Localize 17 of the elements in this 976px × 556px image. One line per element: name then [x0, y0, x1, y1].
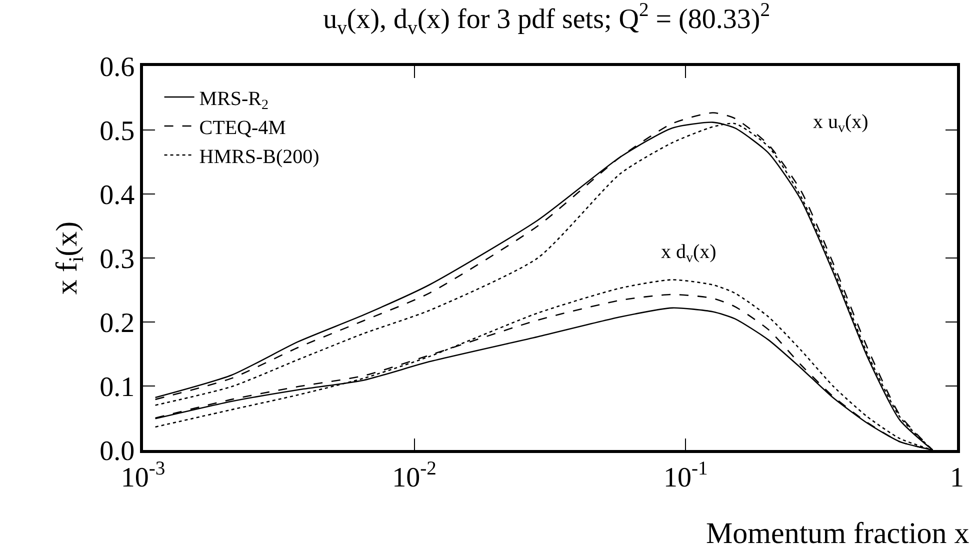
- legend-label: HMRS-B(200): [199, 146, 320, 168]
- y-tick-label: 0.2: [100, 308, 135, 339]
- x-tick-label: 10$^{-1}$: [664, 458, 708, 494]
- legend-label: CTEQ-4M: [199, 116, 286, 139]
- x-tick-label: 10$^{-2}$: [392, 458, 436, 494]
- chart-title: u$_{v}$(x), d$_{v}$(x) for 3 pdf sets; Q$^{2}$ = (80.33)$^{2}$: [323, 0, 770, 39]
- x-tick-label: 1: [950, 462, 964, 494]
- y-tick-label: 0.1: [100, 372, 135, 403]
- y-tick-label: 0.5: [100, 116, 135, 147]
- annotation: x d$_{v}$(x): [661, 241, 716, 266]
- y-tick-label: 0.4: [100, 180, 135, 211]
- y-tick-label: 0.3: [100, 244, 135, 275]
- y-tick-label: 0.6: [100, 52, 135, 83]
- x-axis-title: Momentum fraction x: [706, 517, 970, 550]
- legend-label: MRS-R$_{2}$: [199, 88, 269, 114]
- y-tick-label: 0.0: [100, 436, 135, 467]
- annotation: x u$_{v}$(x): [813, 111, 868, 136]
